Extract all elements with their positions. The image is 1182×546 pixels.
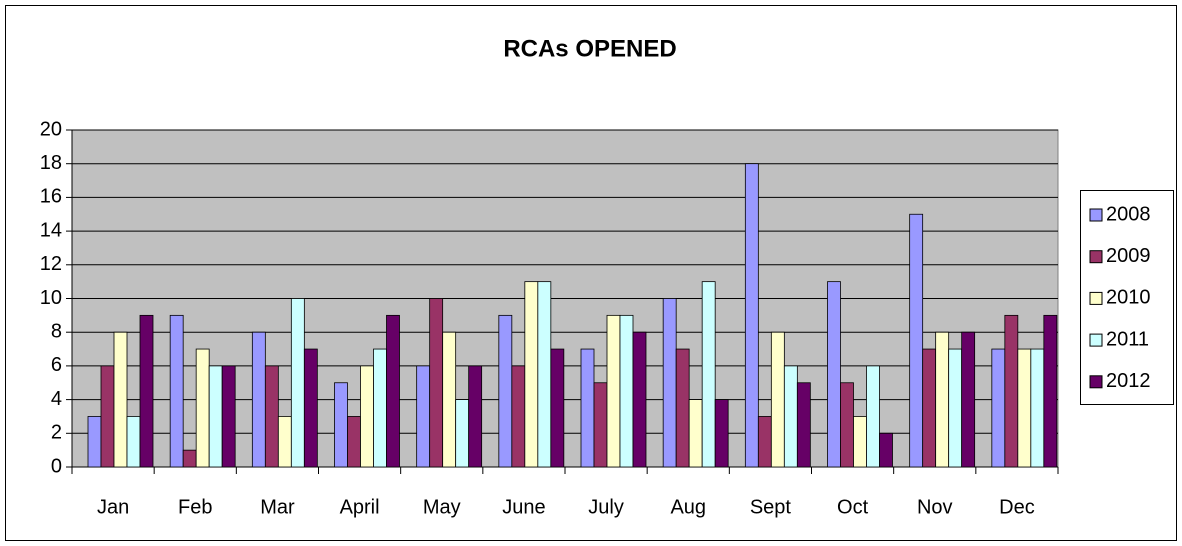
bar bbox=[498, 314, 513, 468]
bar bbox=[840, 382, 854, 468]
bar bbox=[935, 331, 950, 468]
bar bbox=[360, 365, 374, 468]
y-tick-label: 20 bbox=[40, 118, 62, 140]
bar bbox=[853, 416, 867, 468]
bar bbox=[632, 331, 647, 468]
y-tick-label: 0 bbox=[51, 455, 62, 477]
x-tick-label: May bbox=[423, 496, 461, 518]
bar bbox=[264, 365, 279, 468]
bar bbox=[770, 331, 785, 468]
x-tick-label: April bbox=[340, 496, 380, 518]
bar bbox=[290, 298, 305, 468]
bar bbox=[1004, 314, 1019, 468]
bar bbox=[606, 314, 621, 468]
legend-swatch bbox=[1089, 250, 1103, 264]
bar bbox=[87, 416, 102, 468]
bar bbox=[429, 298, 444, 468]
x-tick-label: Jan bbox=[97, 496, 129, 518]
y-tick-label: 2 bbox=[51, 422, 62, 444]
bar bbox=[1043, 314, 1058, 468]
bar bbox=[455, 399, 470, 468]
bar bbox=[580, 348, 595, 468]
bar bbox=[524, 281, 539, 468]
bar bbox=[100, 365, 115, 468]
bar bbox=[757, 416, 772, 468]
bar bbox=[783, 365, 798, 468]
x-tick-label: Sept bbox=[750, 496, 792, 518]
y-tick-label: 10 bbox=[40, 287, 62, 309]
bar bbox=[139, 314, 154, 468]
legend-label: 2009 bbox=[1106, 245, 1151, 267]
bar bbox=[251, 331, 266, 468]
bar bbox=[675, 348, 690, 468]
bar bbox=[593, 382, 608, 468]
bar bbox=[991, 348, 1006, 468]
bar bbox=[334, 382, 348, 468]
bar bbox=[468, 365, 483, 468]
x-tick-label: July bbox=[588, 496, 624, 518]
bar bbox=[619, 314, 634, 468]
bar bbox=[347, 416, 361, 468]
bar bbox=[195, 348, 210, 468]
y-tick-label: 6 bbox=[51, 354, 62, 376]
x-tick-label: Oct bbox=[837, 496, 869, 518]
x-tick-label: Feb bbox=[178, 496, 212, 518]
y-tick-label: 14 bbox=[40, 219, 62, 241]
bar bbox=[866, 365, 880, 468]
bar bbox=[208, 365, 223, 468]
bar bbox=[126, 416, 141, 468]
bar bbox=[416, 365, 431, 468]
bar bbox=[714, 399, 729, 468]
bar bbox=[1030, 348, 1045, 468]
bar bbox=[879, 432, 893, 468]
chart-title: RCAs OPENED bbox=[503, 35, 676, 62]
x-tick-label: Mar bbox=[260, 496, 295, 518]
y-tick-label: 18 bbox=[40, 152, 62, 174]
x-tick-label: June bbox=[502, 496, 545, 518]
bar bbox=[113, 331, 128, 468]
x-tick-label: Aug bbox=[670, 496, 706, 518]
bar bbox=[662, 298, 677, 468]
bar bbox=[277, 416, 292, 468]
legend-label: 2010 bbox=[1106, 287, 1151, 309]
legend-swatch bbox=[1089, 375, 1103, 389]
legend-swatch bbox=[1089, 291, 1103, 305]
bar bbox=[442, 331, 457, 468]
bar bbox=[961, 331, 976, 468]
x-tick-label: Dec bbox=[999, 496, 1035, 518]
y-tick-label: 4 bbox=[51, 388, 62, 410]
bar bbox=[948, 348, 963, 468]
bar bbox=[1017, 348, 1032, 468]
bar bbox=[386, 314, 400, 468]
bar bbox=[303, 348, 318, 468]
bar bbox=[922, 348, 937, 468]
y-tick-label: 16 bbox=[40, 186, 62, 208]
bar bbox=[550, 348, 565, 468]
bar bbox=[701, 281, 716, 468]
bar bbox=[744, 163, 759, 468]
y-tick-label: 8 bbox=[51, 320, 62, 342]
bar bbox=[537, 281, 552, 468]
bar bbox=[221, 365, 236, 468]
bar bbox=[373, 348, 387, 468]
legend-swatch bbox=[1089, 333, 1103, 347]
x-tick-label: Nov bbox=[917, 496, 953, 518]
bar bbox=[796, 382, 811, 468]
bar bbox=[169, 314, 184, 468]
legend-label: 2008 bbox=[1106, 203, 1151, 225]
y-tick-label: 12 bbox=[40, 253, 62, 275]
legend-swatch bbox=[1089, 208, 1103, 222]
bar bbox=[182, 449, 197, 468]
bar bbox=[827, 281, 841, 468]
bar bbox=[909, 213, 924, 468]
legend-label: 2012 bbox=[1106, 370, 1151, 392]
legend-label: 2011 bbox=[1106, 328, 1149, 350]
bar bbox=[688, 399, 703, 468]
bar bbox=[511, 365, 526, 468]
